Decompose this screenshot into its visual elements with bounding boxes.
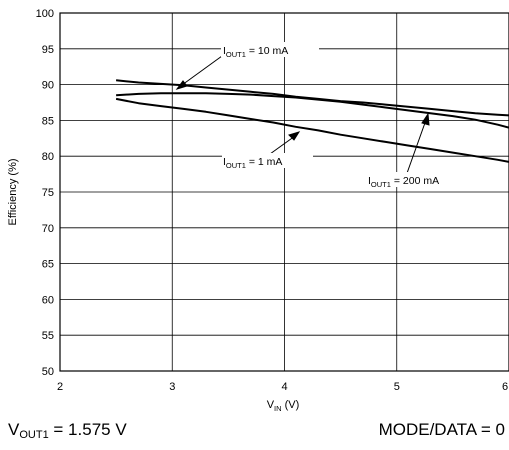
x-tick-label: 4 [281, 381, 287, 393]
y-tick-label: 75 [42, 187, 54, 199]
label-10ma: IOUT1 = 10 mA [223, 45, 288, 59]
x-tick-label: 5 [394, 381, 400, 393]
arrow-200ma [405, 119, 427, 177]
arrowhead-1ma [288, 131, 301, 141]
x-tick-label: 6 [502, 381, 508, 393]
footer-vout-condition: VOUT1 = 1.575 V [8, 420, 127, 441]
x-tick-label: 3 [169, 381, 175, 393]
y-tick-label: 80 [42, 151, 54, 163]
annotation-arrows [175, 55, 430, 177]
label-1ma: IOUT1 = 1 mA [223, 156, 282, 170]
x-tick-label: 2 [57, 381, 63, 393]
arrowhead-10ma [175, 80, 188, 90]
arrow-10ma [181, 55, 223, 86]
y-axis-title: Efficiency (%) [7, 158, 19, 225]
series-lines [115, 79, 509, 163]
plot-area-border [59, 12, 509, 372]
y-tick-label: 55 [42, 330, 54, 342]
label-bg-1ma [222, 153, 313, 168]
y-tick-label: 50 [42, 366, 54, 378]
y-tick-label: 85 [42, 115, 54, 127]
y-tick-label: 100 [36, 8, 54, 20]
y-tick-label: 70 [42, 223, 54, 235]
arrow-1ma [269, 135, 296, 155]
label-bg-200ma [366, 172, 473, 187]
grid-lines [60, 13, 509, 371]
x-axis-title: VIN (V) [267, 399, 300, 413]
y-tick-label: 90 [42, 80, 54, 92]
arrowhead-200ma [421, 112, 430, 126]
y-tick-label: 95 [42, 44, 54, 56]
y-tick-label: 60 [42, 294, 54, 306]
label-bg-10ma [221, 42, 319, 57]
footer-mode-condition: MODE/DATA = 0 [378, 420, 505, 439]
series-line-2 [115, 97, 509, 163]
series-line-0 [116, 79, 509, 117]
label-200ma: IOUT1 = 200 mA [368, 175, 439, 189]
tick-labels: 2 3 4 5 6 50 55 60 65 70 75 80 85 90 95 100 [36, 8, 508, 393]
y-tick-label: 65 [42, 259, 54, 271]
efficiency-chart: 2 3 4 5 6 50 55 60 65 70 75 80 85 90 95 100 IOUT1 = 10 … [7, 8, 509, 413]
series-line-1 [116, 92, 509, 129]
